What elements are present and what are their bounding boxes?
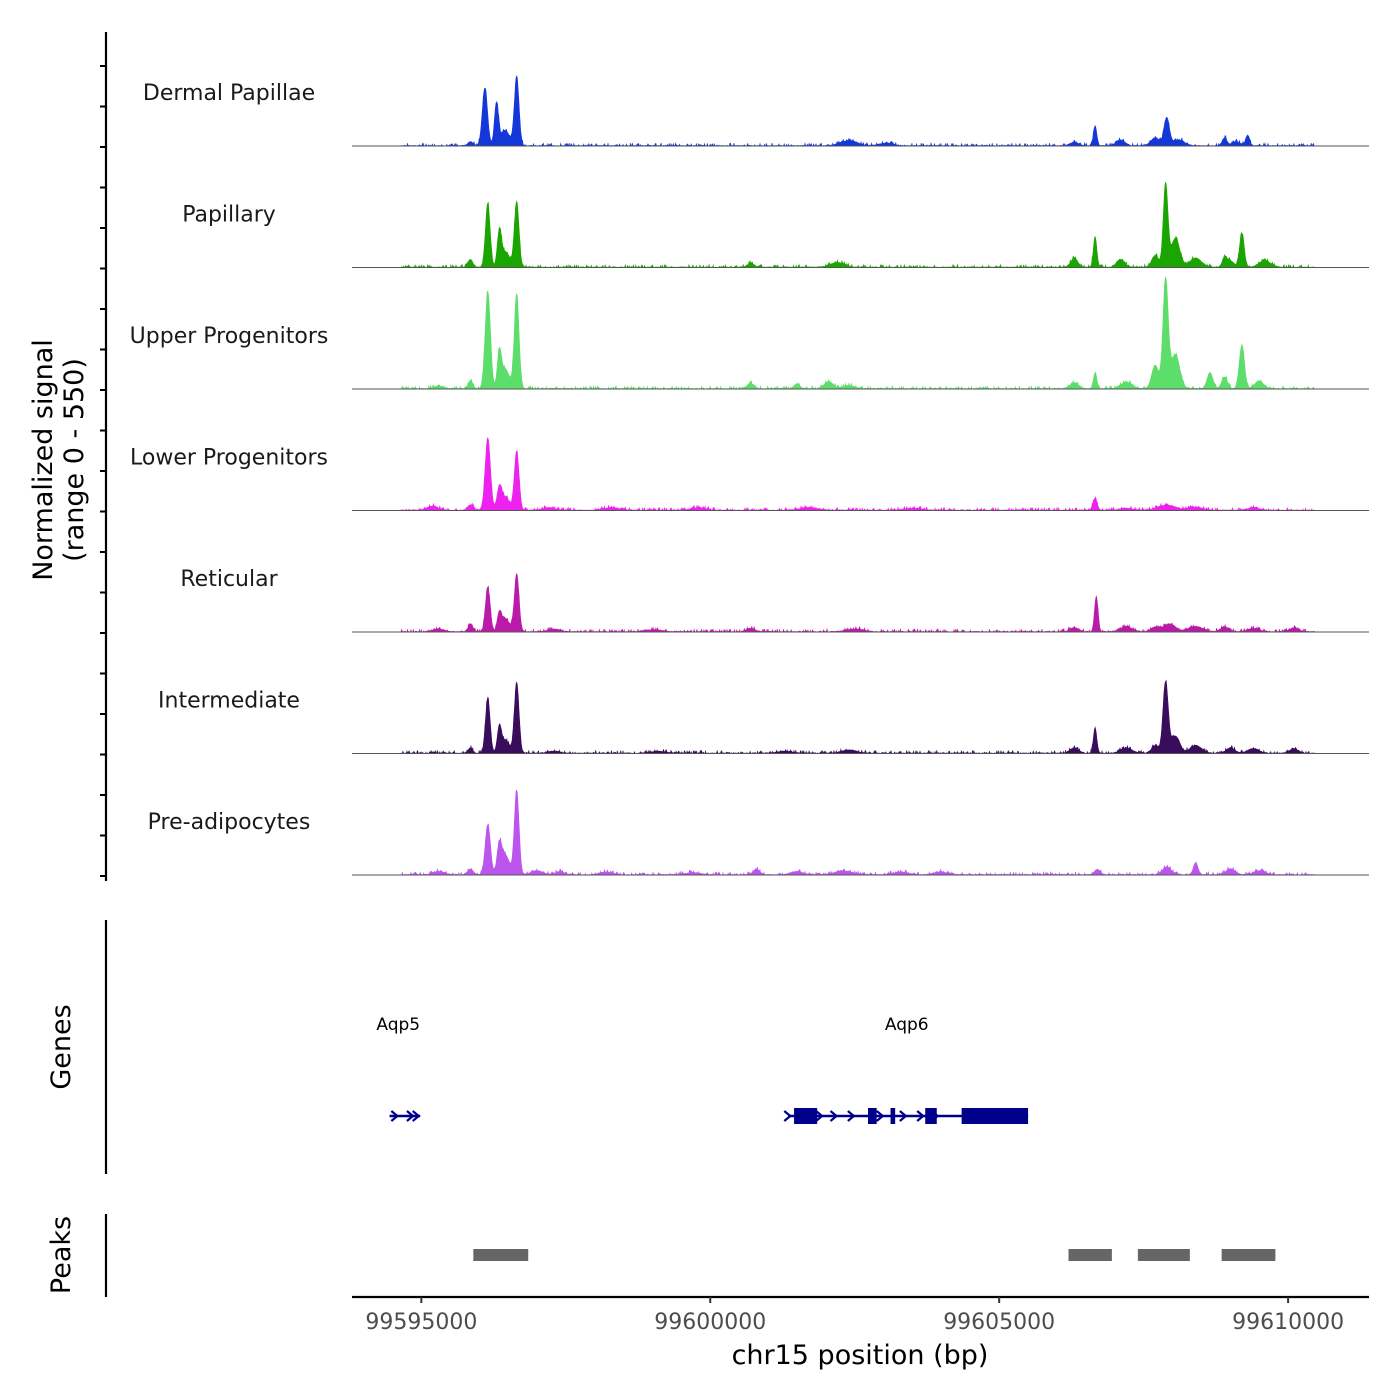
track-intermediate: Intermediate <box>158 679 1369 755</box>
signal-area <box>400 572 1315 634</box>
track-label: Intermediate <box>158 689 300 714</box>
track-dermal-papillae: Dermal Papillae <box>143 75 1369 147</box>
strand-arrow <box>815 1110 824 1122</box>
strand-arrow <box>829 1110 839 1122</box>
signal-tracks: Dermal Papillae Papillary Upper Progenitor… <box>130 75 1369 876</box>
x-tick-label: 99600000 <box>654 1310 766 1335</box>
genes-axis-title: Genes <box>46 1004 77 1089</box>
gene-label: Aqp6 <box>885 1015 929 1035</box>
signal-area <box>400 789 1315 876</box>
signal-area <box>400 75 1315 147</box>
strand-arrow <box>847 1110 856 1122</box>
gene-aqp5: Aqp5 <box>376 1015 421 1122</box>
signal-area <box>400 182 1315 269</box>
strand-arrow <box>899 1110 908 1122</box>
gene-label: Aqp5 <box>376 1015 420 1035</box>
track-label: Upper Progenitors <box>130 324 329 349</box>
track-reticular: Reticular <box>180 567 1369 634</box>
strand-arrow <box>406 1110 415 1122</box>
peak-region <box>1137 1249 1190 1261</box>
peak-region <box>473 1249 529 1261</box>
y-axis-title-line-2: (range 0 - 550) <box>59 358 90 562</box>
peak-regions-track <box>473 1249 1276 1261</box>
track-label: Reticular <box>180 567 278 592</box>
peaks-axis-title: Peaks <box>46 1216 77 1294</box>
track-papillary: Papillary <box>182 182 1369 269</box>
track-label: Lower Progenitors <box>130 446 328 471</box>
strand-arrow <box>916 1110 925 1122</box>
gene-exon <box>890 1108 896 1124</box>
signal-area <box>400 276 1315 391</box>
signal-y-axis-ticks <box>100 65 106 877</box>
track-label: Dermal Papillae <box>143 81 315 106</box>
track-label: Papillary <box>182 203 276 228</box>
x-tick-label: 99610000 <box>1232 1310 1344 1335</box>
x-axis-title: chr15 position (bp) <box>732 1340 989 1371</box>
x-axis-ticks: 99595000 99600000 99605000 99610000 <box>365 1297 1344 1335</box>
peak-region <box>1068 1249 1112 1261</box>
signal-area <box>400 436 1315 512</box>
peak-region <box>1221 1249 1276 1261</box>
x-tick-label: 99605000 <box>943 1310 1055 1335</box>
track-lower-progenitors: Lower Progenitors <box>130 436 1369 512</box>
gene-exon <box>925 1108 937 1124</box>
gene-exon <box>868 1108 877 1124</box>
signal-area <box>400 679 1315 755</box>
gene-aqp6: Aqp6 <box>783 1015 1029 1124</box>
x-tick-label: 99595000 <box>365 1310 477 1335</box>
y-axis-title-line-1: Normalized signal <box>28 339 59 581</box>
strand-arrow <box>876 1110 885 1122</box>
track-pre-adipocytes: Pre-adipocytes <box>148 789 1369 876</box>
strand-arrow <box>412 1110 421 1122</box>
gene-exon <box>961 1108 1029 1124</box>
strand-arrow <box>783 1110 792 1122</box>
track-label: Pre-adipocytes <box>148 810 311 835</box>
track-upper-progenitors: Upper Progenitors <box>130 276 1369 391</box>
strand-arrow <box>390 1110 400 1122</box>
gene-annotation-track: Aqp5 Aqp6 <box>376 1015 1029 1124</box>
gene-exon <box>794 1108 818 1124</box>
